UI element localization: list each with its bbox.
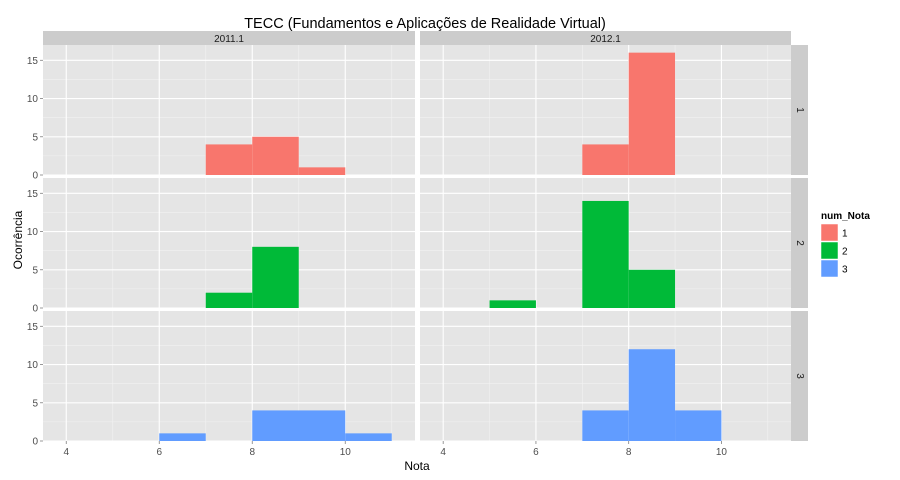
y-tick-label: 10 — [27, 94, 39, 105]
bar-2-2012.1-x8-9 — [628, 269, 676, 308]
chart-title: TECC (Fundamentos e Aplicações de Realid… — [244, 16, 606, 32]
x-tick-label: 6 — [533, 447, 539, 458]
bar-3-2011.1-x8-10 — [252, 410, 346, 441]
y-tick-label: 0 — [32, 171, 38, 182]
legend-key-3 — [820, 259, 839, 278]
y-tick-label: 5 — [32, 265, 38, 276]
row-strip-1 — [791, 45, 808, 175]
y-tick-label: 5 — [32, 132, 38, 143]
x-tick-label: 10 — [340, 447, 352, 458]
bar-2-2012.1-x5-6 — [489, 300, 536, 308]
y-tick-label: 0 — [32, 304, 38, 315]
bar-3-2011.1-x6-7 — [159, 433, 206, 441]
y-tick-label: 10 — [27, 227, 39, 238]
x-tick-label: 6 — [156, 447, 162, 458]
bar-1-2012.1-x7-8 — [582, 144, 629, 175]
x-tick-label: 10 — [716, 447, 728, 458]
y-tick-label: 15 — [27, 322, 39, 333]
legend: num_Nota 1 2 3 — [820, 211, 870, 278]
row-strip-3 — [791, 311, 808, 441]
panel-3-2012.1 — [420, 311, 791, 442]
y-tick-label: 10 — [27, 360, 39, 371]
panels-layer — [43, 45, 791, 442]
bar-1-2011.1-x8-9 — [252, 136, 299, 175]
bar-3-2012.1-x9-10 — [675, 410, 722, 441]
x-axis-title: Nota — [404, 459, 430, 473]
panel-3-2011.1 — [43, 311, 415, 442]
bar-3-2012.1-x8-9 — [628, 349, 676, 441]
x-tick-label: 8 — [626, 447, 632, 458]
y-tick-label: 0 — [32, 437, 38, 448]
panel-1-2012.1 — [420, 45, 791, 176]
panel-2-2011.1 — [43, 178, 415, 309]
bar-2-2011.1-x7-8 — [205, 292, 253, 308]
bar-1-2012.1-x8-9 — [628, 52, 676, 175]
panel-background — [43, 178, 415, 308]
bar-2-2011.1-x8-9 — [252, 246, 299, 308]
row-strip-2 — [791, 178, 808, 308]
legend-label: 1 — [842, 229, 848, 240]
panel-background — [43, 311, 415, 441]
bar-1-2011.1-x9-10 — [298, 167, 346, 175]
x-tick-label: 4 — [63, 447, 69, 458]
x-tick-label: 8 — [249, 447, 255, 458]
panel-1-2011.1 — [43, 45, 415, 176]
legend-key-1 — [820, 223, 839, 242]
legend-title: num_Nota — [821, 211, 870, 222]
bar-3-2012.1-x7-8 — [582, 410, 629, 441]
legend-label: 2 — [842, 247, 848, 258]
column-strip-2011.1 — [43, 31, 415, 45]
y-axis-title: Ocorrência — [11, 210, 25, 269]
bar-2-2012.1-x7-8 — [582, 200, 629, 308]
axes-layer: 0 5 10 15 0 5 10 15 0 5 10 15 4 6 8 10 4 6 8 10 — [27, 56, 728, 458]
row-strip-label: 3 — [794, 373, 805, 379]
panel-2-2012.1 — [420, 178, 791, 309]
y-tick-label: 5 — [32, 398, 38, 409]
bar-3-2011.1-x10-11 — [345, 433, 392, 441]
column-strip-label: 2011.1 — [214, 34, 244, 45]
y-tick-label: 15 — [27, 56, 39, 67]
y-tick-label: 15 — [27, 189, 39, 200]
legend-label: 3 — [842, 265, 848, 276]
column-strip-2012.1 — [420, 31, 791, 45]
legend-key-2 — [820, 241, 839, 260]
row-strip-label: 2 — [794, 240, 805, 246]
strip-layer: 2011.1 2012.1 1 2 3 — [43, 31, 808, 441]
row-strip-label: 1 — [794, 107, 805, 113]
column-strip-label: 2012.1 — [590, 34, 621, 45]
x-tick-label: 4 — [440, 447, 446, 458]
bar-1-2011.1-x7-8 — [205, 144, 253, 175]
